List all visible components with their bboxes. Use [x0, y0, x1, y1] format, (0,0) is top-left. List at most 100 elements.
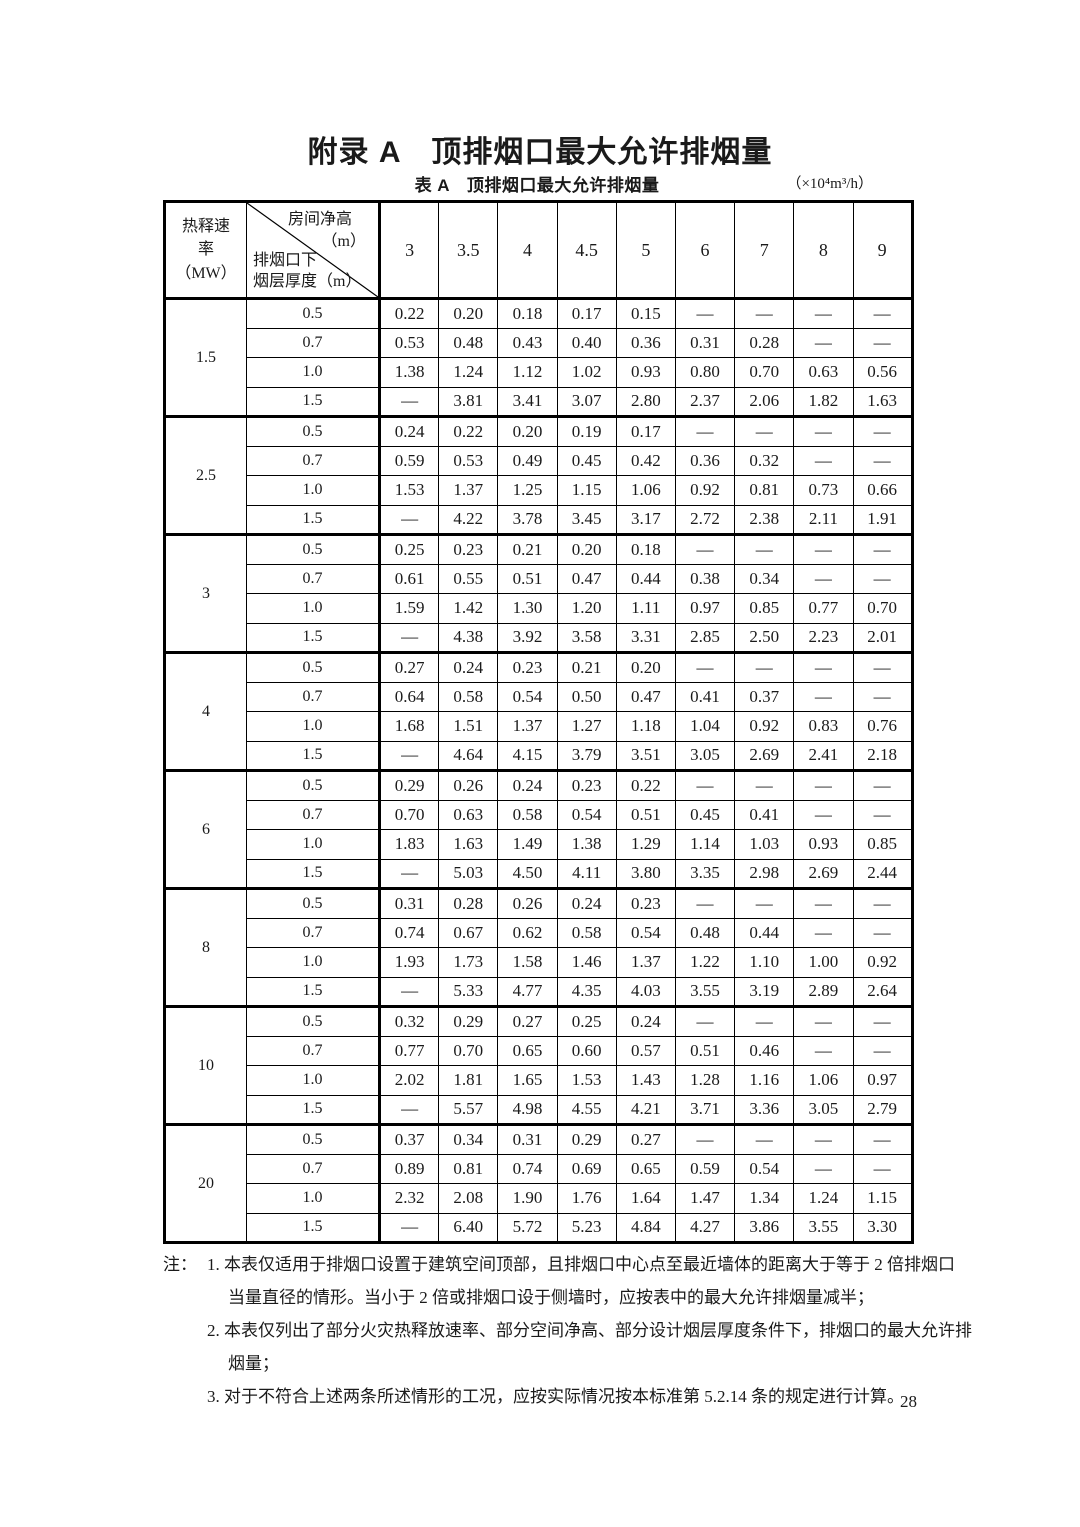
exhaust-volume-value: 0.31	[497, 1123, 558, 1155]
table-row: 1.0 1.38 1.24 1.12 1.02 0.93 0.80 0.70 0.63 0.56	[165, 357, 913, 388]
exhaust-volume-value: 0.51	[497, 563, 558, 594]
heat-release-rate-value: 3	[164, 533, 247, 653]
exhaust-volume-value: 1.02	[556, 357, 617, 388]
table-row: 1.5—4.22 3.78 3.45 3.17 2.72 2.38 2.11 1.91	[165, 504, 913, 535]
exhaust-volume-value: —	[852, 1035, 913, 1066]
exhaust-volume-value: 0.26	[497, 887, 558, 919]
exhaust-volume-value: 0.21	[556, 651, 617, 683]
exhaust-volume-value: 0.31	[674, 327, 736, 358]
exhaust-volume-value: 4.22	[438, 504, 499, 535]
exhaust-volume-value: 0.32	[734, 445, 795, 476]
exhaust-volume-value: 0.77	[377, 1035, 440, 1066]
smoke-layer-depth-value: 1.0	[246, 1183, 380, 1214]
table-row: 1.0 1.53 1.37 1.25 1.15 1.06 0.92 0.81 0.73 0.66	[165, 475, 913, 506]
exhaust-volume-value: 1.22	[674, 947, 736, 978]
exhaust-volume-value: 2.69	[734, 740, 795, 771]
heat-release-rate-value: 20	[164, 1123, 247, 1243]
exhaust-volume-value: —	[674, 769, 736, 801]
note-line: 当量直径的情形。当小于 2 倍或排烟口设于侧墙时，应按表中的最大允许排烟量减半；	[228, 1288, 874, 1307]
exhaust-volume-value: 0.20	[438, 297, 499, 329]
exhaust-volume-value: 3.31	[615, 622, 676, 653]
exhaust-volume-value: 1.51	[438, 711, 499, 742]
exhaust-volume-value: 1.53	[377, 475, 440, 506]
smoke-layer-depth-value: 1.0	[246, 947, 380, 978]
heat-release-rate-value: 4	[164, 651, 247, 771]
exhaust-volume-value: —	[793, 533, 854, 565]
exhaust-volume-value: 0.27	[615, 1123, 676, 1155]
hrr-header-line: 率	[197, 241, 214, 259]
exhaust-volume-value: 6.40	[438, 1212, 499, 1243]
exhaust-volume-value: 4.38	[438, 622, 499, 653]
exhaust-volume-value: 0.24	[615, 1005, 676, 1037]
exhaust-volume-value: 0.92	[674, 475, 736, 506]
exhaust-volume-value: —	[852, 917, 913, 948]
exhaust-volume-value: —	[852, 681, 913, 712]
exhaust-volume-value: 0.70	[377, 799, 440, 830]
exhaust-volume-value: —	[793, 563, 854, 594]
exhaust-volume-value: 0.80	[674, 357, 736, 388]
smoke-layer-depth-value: 0.7	[246, 917, 380, 948]
exhaust-volume-value: 0.63	[793, 357, 854, 388]
note-line: 1. 本表仅适用于排烟口设置于建筑空间顶部，且排烟口中心点至最近墙体的距离大于等…	[207, 1255, 955, 1274]
heat-release-rate-value: 1.5	[164, 297, 247, 417]
exhaust-volume-value: 0.81	[438, 1153, 499, 1184]
exhaust-volume-value: 1.46	[556, 947, 617, 978]
smoke-layer-depth-value: 0.7	[246, 681, 380, 712]
exhaust-volume-value: 0.41	[674, 681, 736, 712]
exhaust-volume-value: 1.27	[556, 711, 617, 742]
exhaust-volume-value: 2.80	[615, 386, 676, 417]
exhaust-volume-value: 1.15	[556, 475, 617, 506]
note-line: 3. 对于不符合上述两条所述情形的工况，应按实际情况按本标准第 5.2.14 条…	[207, 1387, 904, 1406]
exhaust-volume-value: —	[852, 1005, 913, 1037]
exhaust-volume-value: 0.57	[615, 1035, 676, 1066]
exhaust-volume-value: 0.44	[734, 917, 795, 948]
exhaust-volume-value: 0.64	[377, 681, 440, 712]
exhaust-volume-value: 0.50	[556, 681, 617, 712]
exhaust-volume-value: 3.17	[615, 504, 676, 535]
exhaust-volume-value: 0.29	[377, 769, 440, 801]
exhaust-volume-value: 0.23	[438, 533, 499, 565]
exhaust-volume-value: —	[734, 1123, 795, 1155]
exhaust-volume-value: 0.48	[674, 917, 736, 948]
exhaust-volume-value: —	[852, 445, 913, 476]
exhaust-volume-value: 3.78	[497, 504, 558, 535]
smoke-layer-depth-value: 1.5	[246, 1212, 380, 1243]
exhaust-volume-value: 2.11	[793, 504, 854, 535]
exhaust-volume-value: —	[734, 297, 795, 329]
table-row: 1.5—5.57 4.98 4.55 4.21 3.71 3.36 3.05 2.79	[165, 1094, 913, 1125]
exhaust-volume-value: 0.17	[615, 415, 676, 447]
exhaust-volume-value: 0.25	[377, 533, 440, 565]
heat-release-rate-value: 10	[164, 1005, 247, 1125]
exhaust-volume-value: 3.55	[674, 976, 736, 1007]
table-notes: 注： 1. 本表仅适用于排烟口设置于建筑空间顶部，且排烟口中心点至最近墙体的距离…	[163, 1248, 1003, 1413]
exhaust-volume-value: 2.64	[852, 976, 913, 1007]
exhaust-volume-value: —	[793, 1123, 854, 1155]
exhaust-volume-value: 0.85	[734, 593, 795, 624]
exhaust-volume-value: —	[674, 1005, 736, 1037]
exhaust-volume-value: 0.74	[497, 1153, 558, 1184]
exhaust-volume-value: 1.03	[734, 829, 795, 860]
exhaust-volume-value: 0.38	[674, 563, 736, 594]
exhaust-volume-value: 4.11	[556, 858, 617, 889]
exhaust-volume-value: 0.92	[734, 711, 795, 742]
exhaust-volume-value: 0.42	[615, 445, 676, 476]
table-row: 0.7 0.53 0.48 0.43 0.40 0.36 0.31 0.28— —	[165, 327, 913, 358]
exhaust-volume-value: 0.85	[852, 829, 913, 860]
exhaust-volume-value: 0.43	[497, 327, 558, 358]
column-header-height-9: 9	[852, 201, 913, 299]
exhaust-volume-value: 0.54	[734, 1153, 795, 1184]
exhaust-volume-value: 1.16	[734, 1065, 795, 1096]
exhaust-volume-value: 0.22	[615, 769, 676, 801]
exhaust-volume-value: 1.76	[556, 1183, 617, 1214]
smoke-layer-depth-value: 0.7	[246, 799, 380, 830]
exhaust-volume-value: 2.18	[852, 740, 913, 771]
exhaust-volume-value: 1.73	[438, 947, 499, 978]
exhaust-volume-value: 3.35	[674, 858, 736, 889]
exhaust-volume-value: 1.14	[674, 829, 736, 860]
exhaust-volume-value: 0.58	[556, 917, 617, 948]
table-row: 1.0 1.68 1.51 1.37 1.27 1.18 1.04 0.92 0.83 0.76	[165, 711, 913, 742]
exhaust-volume-value: —	[793, 1005, 854, 1037]
table-row: 0.7 0.61 0.55 0.51 0.47 0.44 0.38 0.34— —	[165, 563, 913, 594]
notes-list: 1. 本表仅适用于排烟口设置于建筑空间顶部，且排烟口中心点至最近墙体的距离大于等…	[207, 1248, 1003, 1413]
exhaust-volume-value: 0.48	[438, 327, 499, 358]
